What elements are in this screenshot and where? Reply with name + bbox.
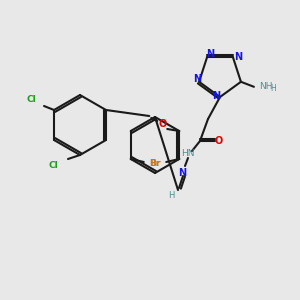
Text: NH: NH — [259, 82, 272, 91]
Text: O: O — [158, 119, 166, 129]
Text: Br: Br — [149, 160, 160, 169]
Text: H: H — [168, 190, 174, 200]
Text: N: N — [178, 168, 186, 178]
Text: Br: Br — [150, 160, 161, 169]
Text: N: N — [234, 52, 242, 62]
Text: N: N — [212, 91, 220, 101]
Text: Cl: Cl — [48, 161, 58, 170]
Text: Cl: Cl — [26, 95, 36, 104]
Text: N: N — [206, 49, 214, 59]
Text: O: O — [215, 136, 223, 146]
Text: HN: HN — [181, 148, 195, 158]
Text: N: N — [193, 74, 201, 84]
Text: H: H — [270, 84, 276, 93]
